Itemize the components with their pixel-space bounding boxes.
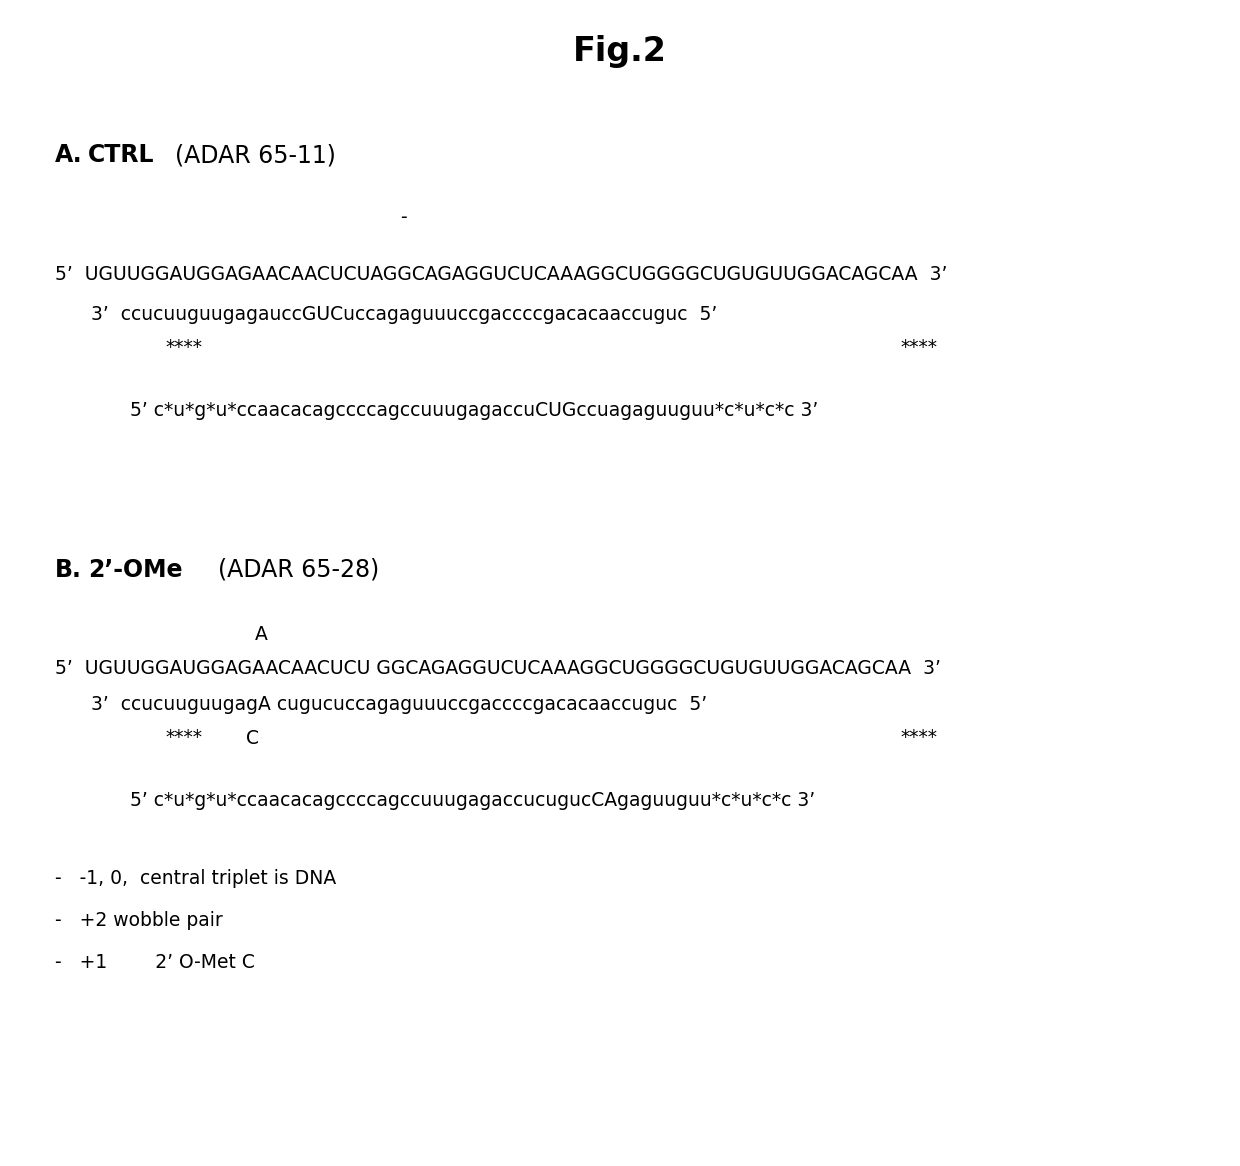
- Text: ****: ****: [165, 729, 202, 747]
- Text: ****: ****: [900, 338, 937, 358]
- Text: ****: ****: [165, 338, 202, 358]
- Text: 5’ c*u*g*u*ccaacacagccccagccuuugagaccuCUGccuagaguuguu*c*u*c*c 3’: 5’ c*u*g*u*ccaacacagccccagccuuugagaccuCU…: [130, 400, 818, 420]
- Text: -: -: [401, 209, 407, 227]
- Text: A.: A.: [55, 143, 83, 167]
- Text: -   -1, 0,  central triplet is DNA: - -1, 0, central triplet is DNA: [55, 869, 336, 887]
- Text: 5’  UGUUGGAUGGAGAACAACUCUAGGCAGAGGUCUCAAAGGCUGGGGCUGUGUUGGACAGCAA  3’: 5’ UGUUGGAUGGAGAACAACUCUAGGCAGAGGUCUCAAA…: [55, 266, 947, 285]
- Text: (ADAR 65-11): (ADAR 65-11): [175, 143, 336, 167]
- Text: CTRL: CTRL: [88, 143, 155, 167]
- Text: -   +2 wobble pair: - +2 wobble pair: [55, 911, 223, 929]
- Text: 5’  UGUUGGAUGGAGAACAACUCU GGCAGAGGUCUCAAAGGCUGGGGCUGUGUUGGACAGCAA  3’: 5’ UGUUGGAUGGAGAACAACUCU GGCAGAGGUCUCAAA…: [55, 659, 941, 677]
- Text: 2’-OMe: 2’-OMe: [88, 559, 182, 582]
- Text: 5’ c*u*g*u*ccaacacagccccagccuuugagaccucugucCAgaguuguu*c*u*c*c 3’: 5’ c*u*g*u*ccaacacagccccagccuuugagaccucu…: [130, 791, 815, 809]
- Text: -   +1        2’ O-Met C: - +1 2’ O-Met C: [55, 953, 255, 971]
- Text: ****: ****: [900, 729, 937, 747]
- Text: (ADAR 65-28): (ADAR 65-28): [218, 559, 379, 582]
- Text: 3’  ccucuuguugagA cugucuccagaguuuccgaccccgacacaaccuguc  5’: 3’ ccucuuguugagA cugucuccagaguuuccgacccc…: [55, 695, 707, 715]
- Text: B.: B.: [55, 559, 82, 582]
- Text: A: A: [254, 625, 268, 645]
- Text: 3’  ccucuuguugagauccGUCuccagaguuuccgaccccgacacaaccuguc  5’: 3’ ccucuuguugagauccGUCuccagaguuuccgacccc…: [55, 305, 717, 324]
- Text: Fig.2: Fig.2: [573, 35, 667, 69]
- Text: C: C: [247, 729, 259, 747]
